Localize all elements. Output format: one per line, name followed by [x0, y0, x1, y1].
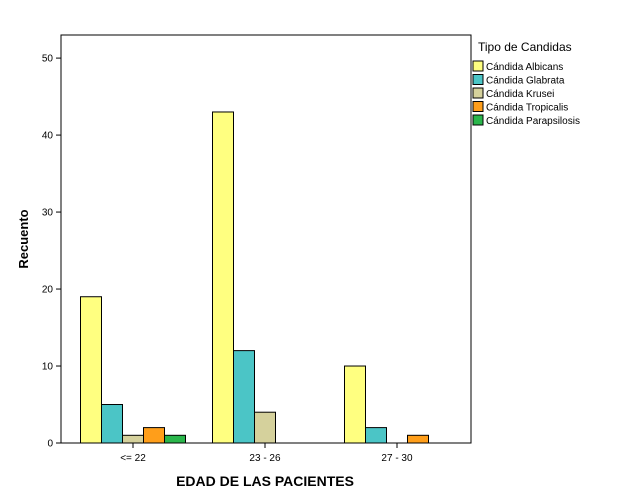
bar: [212, 111, 234, 444]
x-tick-label: 27 - 30: [381, 453, 413, 464]
legend-label: Cándida Parapsilosis: [486, 116, 580, 127]
bars-group: [80, 111, 429, 444]
y-tick-label: 30: [42, 208, 54, 219]
y-tick-label: 50: [42, 54, 54, 65]
bar: [365, 427, 387, 444]
bar: [164, 434, 186, 444]
legend-swatch: [472, 87, 484, 99]
legend-label: Cándida Albicans: [486, 62, 563, 73]
legend-swatch: [472, 60, 484, 72]
legend-title: Tipo de Candidas: [478, 40, 572, 54]
legend-swatch: [472, 101, 484, 112]
x-axis-title: EDAD DE LAS PACIENTES: [176, 473, 354, 489]
bar: [254, 411, 276, 444]
legend-items: Cándida Albicans Cándida Glabrata Cándida …: [472, 60, 580, 127]
x-tick-label: <= 22: [120, 453, 146, 464]
y-tick-label: 10: [42, 362, 54, 373]
y-tick-label: 0: [47, 439, 53, 450]
bar: [122, 434, 144, 444]
bar: [407, 434, 429, 444]
legend-label: Cándida Krusei: [486, 89, 554, 100]
x-axis: <= 22 23 - 26 27 - 30: [120, 443, 413, 464]
y-axis: 0 10 20 30 40 50: [42, 54, 61, 450]
legend-swatch: [472, 114, 484, 126]
bar: [143, 427, 165, 444]
y-tick-label: 20: [42, 285, 54, 296]
x-tick-label: 23 - 26: [249, 453, 281, 464]
bar: [80, 296, 102, 444]
legend-label: Cándida Glabrata: [486, 76, 565, 87]
bar: [101, 404, 123, 444]
y-axis-title: Recuento: [16, 209, 31, 268]
bar: [344, 365, 366, 444]
y-tick-label: 40: [42, 131, 54, 142]
legend-swatch: [472, 74, 484, 85]
legend-label: Cándida Tropicalis: [486, 103, 568, 114]
bar: [233, 350, 255, 444]
legend: Tipo de Candidas Cándida AlbicansCándida…: [472, 40, 580, 127]
